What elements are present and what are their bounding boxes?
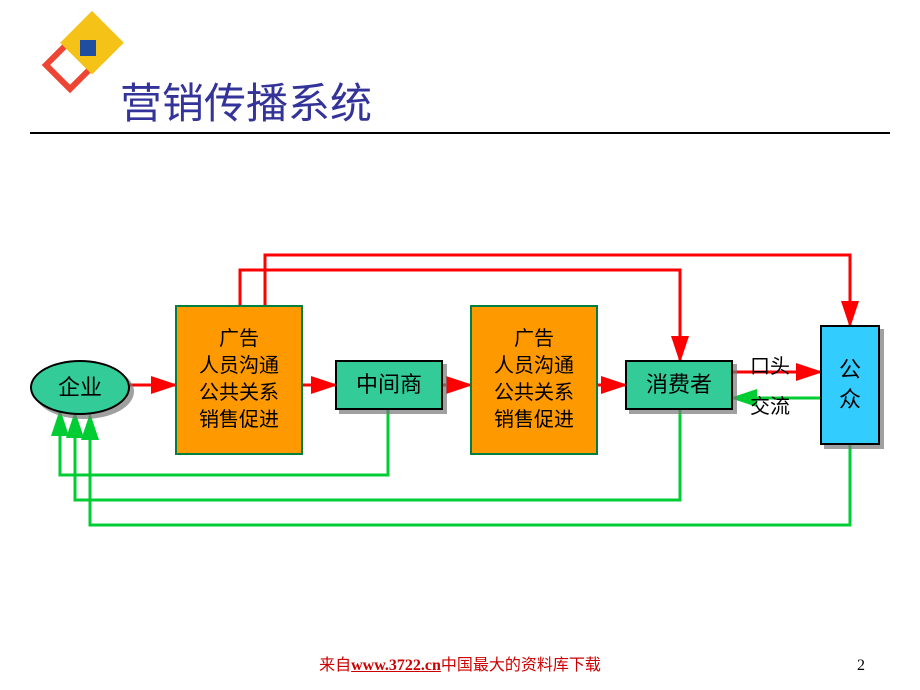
node-consumer: 消费者: [625, 360, 733, 410]
node-label: 中间商: [356, 370, 422, 400]
node-public: 公众: [820, 325, 880, 445]
page-number: 2: [857, 657, 865, 675]
footer-suffix: 中国最大的资料库下载: [441, 657, 601, 674]
node-ad-block-2: 广告人员沟通公共关系销售促进: [470, 305, 598, 455]
node-label: 企业: [58, 373, 102, 403]
node-enterprise: 企业: [30, 360, 130, 415]
node-label: 广告人员沟通公共关系销售促进: [199, 326, 279, 434]
flowchart: 企业 广告人员沟通公共关系销售促进 中间商 广告人员沟通公共关系销售促进 消费者…: [0, 0, 920, 690]
node-ad-block-1: 广告人员沟通公共关系销售促进: [175, 305, 303, 455]
footer-prefix: 来自: [319, 657, 351, 674]
node-label: 公众: [839, 355, 861, 414]
edge-label-exchange: 交流: [750, 390, 790, 419]
node-middleman: 中间商: [335, 360, 443, 410]
node-label: 广告人员沟通公共关系销售促进: [494, 326, 574, 434]
footer-credit: 来自www.3722.cn中国最大的资料库下载: [0, 651, 920, 675]
arrows-layer: [0, 0, 920, 690]
footer-link[interactable]: www.3722.cn: [351, 657, 441, 674]
edge-label-oral: 口头: [750, 350, 790, 379]
node-label: 消费者: [646, 370, 712, 400]
